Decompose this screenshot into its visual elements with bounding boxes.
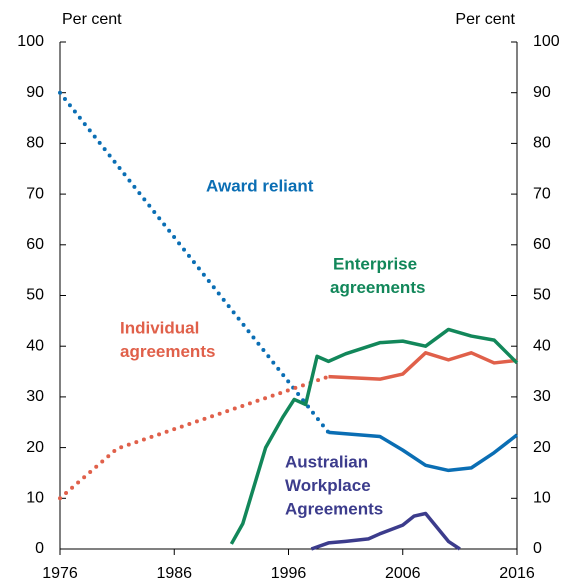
y-tick-label: 90 [26, 84, 44, 101]
y-axis-label: Per cent [62, 11, 122, 28]
x-tick-label: 1986 [156, 565, 192, 582]
y-tick-label: 80 [26, 135, 44, 152]
annotation: Individual [120, 318, 199, 337]
y2-tick-label: 50 [533, 287, 551, 304]
y2-tick-label: 10 [533, 490, 551, 507]
y2-tick-label: 80 [533, 135, 551, 152]
y-tick-label: 10 [26, 490, 44, 507]
y-tick-label: 50 [26, 287, 44, 304]
y2-tick-label: 90 [533, 84, 551, 101]
series-line [229, 327, 519, 545]
series-line [310, 511, 461, 551]
y2-axis-label: Per cent [455, 11, 515, 28]
y-tick-label: 30 [26, 388, 44, 405]
y-tick-label: 0 [35, 540, 44, 557]
series-line [328, 351, 518, 381]
x-tick-label: 2016 [499, 565, 535, 582]
annotation: agreements [330, 278, 425, 297]
annotation: agreements [120, 342, 215, 361]
series-line [58, 90, 331, 435]
y2-tick-label: 20 [533, 439, 551, 456]
y-tick-label: 100 [17, 33, 44, 50]
y-tick-label: 70 [26, 185, 44, 202]
annotation: Enterprise [333, 254, 417, 273]
y2-tick-label: 40 [533, 337, 551, 354]
y-tick-label: 60 [26, 236, 44, 253]
series-line [328, 430, 519, 473]
annotation: Agreements [285, 499, 383, 518]
y-tick-label: 40 [26, 337, 44, 354]
annotation: Australian [285, 452, 368, 471]
x-tick-label: 2006 [385, 565, 421, 582]
y2-tick-label: 100 [533, 33, 560, 50]
y2-tick-label: 30 [533, 388, 551, 405]
x-tick-label: 1976 [42, 565, 78, 582]
y2-tick-label: 60 [533, 236, 551, 253]
annotation: Workplace [285, 476, 371, 495]
annotation: Award reliant [206, 176, 314, 195]
x-tick-label: 1996 [271, 565, 307, 582]
y2-tick-label: 0 [533, 540, 542, 557]
y2-tick-label: 70 [533, 185, 551, 202]
y-tick-label: 20 [26, 439, 44, 456]
series-line [58, 374, 331, 501]
